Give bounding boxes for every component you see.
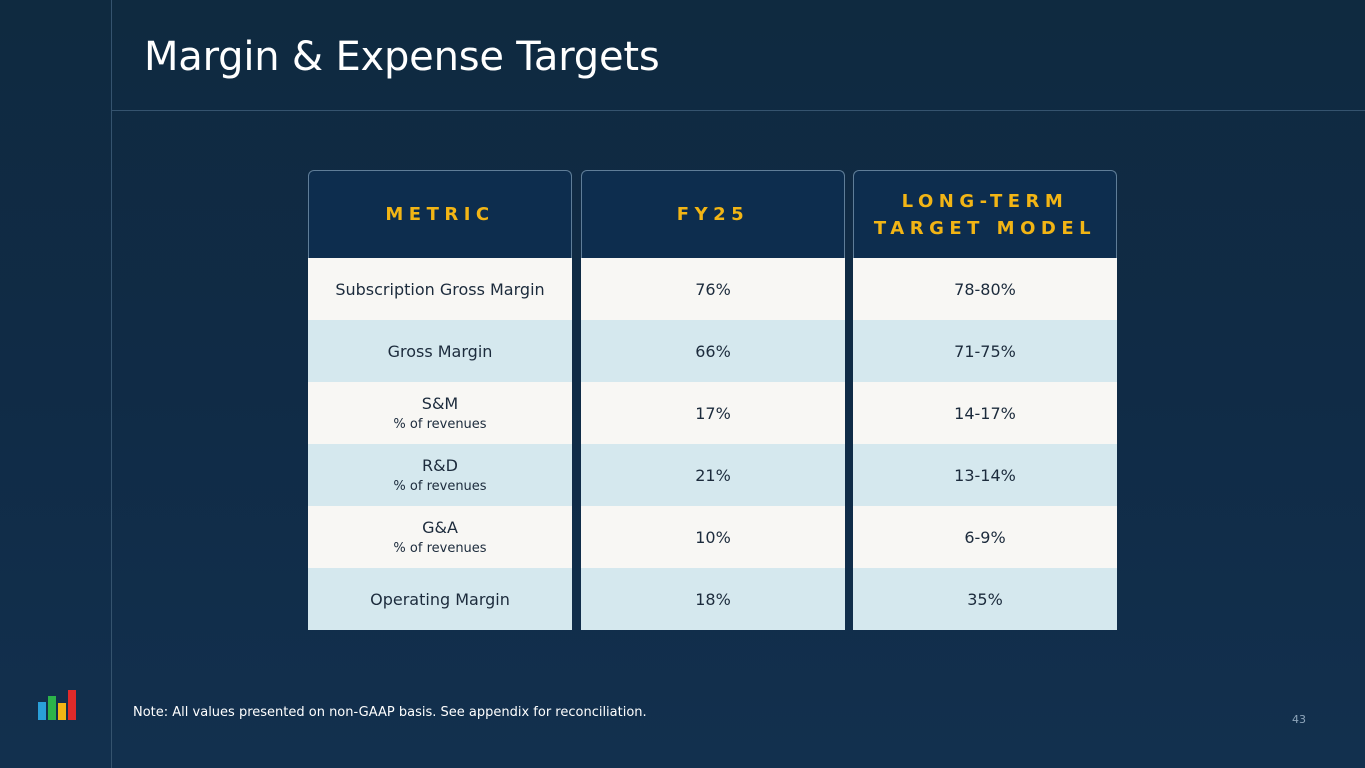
logo-bar-yellow xyxy=(58,703,66,720)
fy25-cell: 17% xyxy=(581,382,845,444)
metric-cell: Subscription Gross Margin xyxy=(308,258,572,320)
fy25-header: FY25 xyxy=(581,170,845,258)
vertical-divider xyxy=(111,0,112,768)
long-term-cell: 6-9% xyxy=(853,506,1117,568)
metric-cell: Operating Margin xyxy=(308,568,572,630)
page-title: Margin & Expense Targets xyxy=(144,34,660,80)
metric-label: S&M xyxy=(421,394,459,413)
long-term-cell: 14-17% xyxy=(853,382,1117,444)
fy25-cell: 21% xyxy=(581,444,845,506)
fy25-cell: 18% xyxy=(581,568,845,630)
metric-sublabel: % of revenues xyxy=(393,417,487,432)
logo-bar-green xyxy=(48,696,56,720)
metric-label: R&D xyxy=(422,456,458,475)
metric-column: METRIC Subscription Gross Margin Gross M… xyxy=(308,170,572,630)
metric-label: Subscription Gross Margin xyxy=(335,279,545,299)
long-term-cell: 35% xyxy=(853,568,1117,630)
footnote: Note: All values presented on non-GAAP b… xyxy=(133,705,647,720)
logo-bar-blue xyxy=(38,702,46,720)
metric-cell: G&A % of revenues xyxy=(308,506,572,568)
long-term-cell: 78-80% xyxy=(853,258,1117,320)
logo-bar-red xyxy=(68,690,76,720)
long-term-cell: 71-75% xyxy=(853,320,1117,382)
long-term-header: LONG-TERM TARGET MODEL xyxy=(853,170,1117,258)
page-number: 43 xyxy=(1292,713,1306,726)
metric-cell: Gross Margin xyxy=(308,320,572,382)
metric-sublabel: % of revenues xyxy=(393,541,487,556)
title-divider xyxy=(111,110,1365,111)
long-term-cell: 13-14% xyxy=(853,444,1117,506)
metric-cell: R&D % of revenues xyxy=(308,444,572,506)
metric-label: Gross Margin xyxy=(387,341,493,361)
metric-label: Operating Margin xyxy=(370,589,510,609)
fy25-cell: 10% xyxy=(581,506,845,568)
bar-chart-logo-icon xyxy=(38,690,76,720)
metric-cell: S&M % of revenues xyxy=(308,382,572,444)
metric-sublabel: % of revenues xyxy=(393,479,487,494)
long-term-column: LONG-TERM TARGET MODEL 78-80% 71-75% 14-… xyxy=(853,170,1117,630)
fy25-cell: 66% xyxy=(581,320,845,382)
fy25-cell: 76% xyxy=(581,258,845,320)
metric-label: G&A xyxy=(422,518,458,537)
fy25-column: FY25 76% 66% 17% 21% 10% 18% xyxy=(581,170,845,630)
metric-header: METRIC xyxy=(308,170,572,258)
